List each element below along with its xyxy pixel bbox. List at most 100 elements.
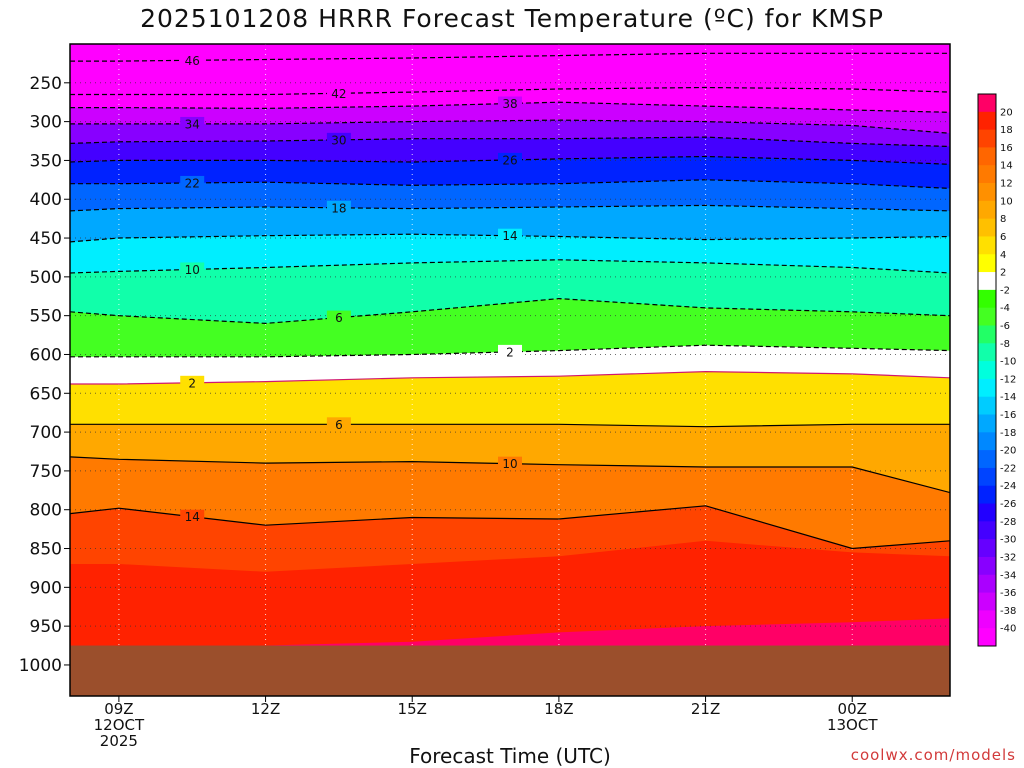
colorbar-tick-label: -30 <box>1000 535 1016 546</box>
colorbar-swatch <box>978 94 996 113</box>
colorbar-swatch <box>978 111 996 131</box>
colorbar-tick-label: -16 <box>1000 410 1016 421</box>
isotherm-label-bg <box>326 200 351 214</box>
isotherm-label: 2 <box>506 345 514 359</box>
x-tick-label: 09Z <box>104 700 133 718</box>
y-tick-label: 800 <box>30 501 62 521</box>
isotherm-label-bg <box>498 344 522 358</box>
colorbar-swatch <box>978 414 996 433</box>
colorbar-tick-label: -10 <box>1000 357 1016 368</box>
colorbar-swatch <box>978 200 996 220</box>
isotherm-label-bg <box>498 152 522 166</box>
y-tick-label: 750 <box>30 462 62 482</box>
isotherm-line <box>70 505 950 550</box>
x-tick-label: 18Z <box>544 700 573 718</box>
x-tick-label: 13OCT <box>827 716 878 734</box>
colorbar-tick-label: -34 <box>1000 570 1016 581</box>
isotherm-label-bg <box>180 375 205 389</box>
isotherm-label-bg <box>326 310 351 324</box>
colorbar-tick-label: -26 <box>1000 499 1016 510</box>
colorbar-tick-label: -12 <box>1000 374 1016 385</box>
isotherm-line <box>70 136 950 148</box>
isotherm-label: 14 <box>185 510 200 524</box>
isotherm-line <box>70 297 950 325</box>
y-tick-label: 900 <box>30 578 62 598</box>
colorbar-swatch <box>978 254 996 273</box>
colorbar-swatch <box>978 165 996 184</box>
isotherm-label-bg <box>498 228 522 242</box>
x-tick-label: 15Z <box>398 700 427 718</box>
colorbar-swatch <box>978 343 996 362</box>
colorbar-swatch <box>978 147 996 166</box>
isotherm-line <box>70 423 950 428</box>
isotherm-label-bg <box>498 96 522 110</box>
colorbar-tick-label: -40 <box>1000 624 1016 635</box>
y-tick-label: 350 <box>30 151 62 171</box>
isotherm-line <box>70 86 950 96</box>
isotherm-line <box>70 370 950 385</box>
y-tick-label: 950 <box>30 617 62 637</box>
isotherm-label: 38 <box>502 97 517 111</box>
y-tick-label: 850 <box>30 540 62 560</box>
colorbar-swatch <box>978 574 996 594</box>
colorbar-tick-label: 20 <box>1000 107 1013 118</box>
isotherm-label: 46 <box>185 54 200 68</box>
colorbar-swatch <box>978 325 996 344</box>
isotherm-line <box>70 101 950 113</box>
colorbar-tick-label: -22 <box>1000 463 1016 474</box>
isotherm-label: 6 <box>335 418 343 432</box>
isotherm-label-bg <box>180 175 205 189</box>
isotherm-label: 34 <box>185 117 200 131</box>
colorbar-swatch <box>978 272 996 291</box>
colorbar-swatch <box>978 183 996 202</box>
colorbar-tick-label: -38 <box>1000 606 1016 617</box>
isotherm-line <box>70 119 950 134</box>
isotherm-label: 30 <box>331 133 346 147</box>
colorbar-tick-label: 10 <box>1000 196 1013 207</box>
colorbar-swatch <box>978 556 996 576</box>
isotherm-label-bg <box>180 53 205 67</box>
ground-surface <box>70 645 950 696</box>
colorbar-swatch <box>978 503 996 522</box>
y-tick-label: 450 <box>30 229 62 249</box>
plot-frame <box>69 43 951 697</box>
colorbar-tick-label: -36 <box>1000 588 1016 599</box>
colorbar-swatch <box>978 521 996 540</box>
isotherm-line <box>70 52 950 62</box>
colorbar-tick-label: -8 <box>1000 339 1010 350</box>
colorbar-tick-label: 2 <box>1000 268 1006 279</box>
x-tick-label: 12Z <box>251 700 280 718</box>
credit-link[interactable]: coolwx.com/models <box>850 746 1016 764</box>
colorbar-swatch <box>978 539 996 558</box>
isotherm-label: 2 <box>188 376 196 390</box>
y-tick-label: 1000 <box>19 656 62 676</box>
colorbar-swatch <box>978 236 996 255</box>
y-tick-label: 300 <box>30 113 62 133</box>
colorbar-swatch <box>978 378 996 398</box>
colorbar-swatch <box>978 218 996 237</box>
x-tick-label: 2025 <box>100 732 138 750</box>
isotherm-label: 10 <box>185 263 200 277</box>
colorbar-swatch <box>978 610 996 629</box>
x-tick-label: 12OCT <box>94 716 145 734</box>
y-tick-label: 550 <box>30 307 62 327</box>
colorbar-swatch <box>978 592 996 611</box>
colorbar-tick-label: 16 <box>1000 143 1013 154</box>
colorbar-frame <box>977 93 997 647</box>
colorbar-swatch <box>978 628 996 647</box>
colorbar-tick-label: -2 <box>1000 285 1010 296</box>
colorbar-tick-label: 18 <box>1000 125 1013 136</box>
colorbar-tick-label: -32 <box>1000 552 1016 563</box>
x-tick-label: 21Z <box>691 700 720 718</box>
isotherm-label-bg <box>326 417 351 431</box>
colorbar-tick-label: 14 <box>1000 161 1013 172</box>
colorbar-tick-label: -18 <box>1000 428 1016 439</box>
isotherm-line <box>70 259 950 274</box>
y-tick-label: 600 <box>30 345 62 365</box>
colorbar-swatch <box>978 432 996 451</box>
isotherm-label: 18 <box>331 201 346 215</box>
colorbar-tick-label: -4 <box>1000 303 1010 314</box>
colorbar-swatch <box>978 289 996 309</box>
isotherm-label-bg <box>326 86 351 100</box>
